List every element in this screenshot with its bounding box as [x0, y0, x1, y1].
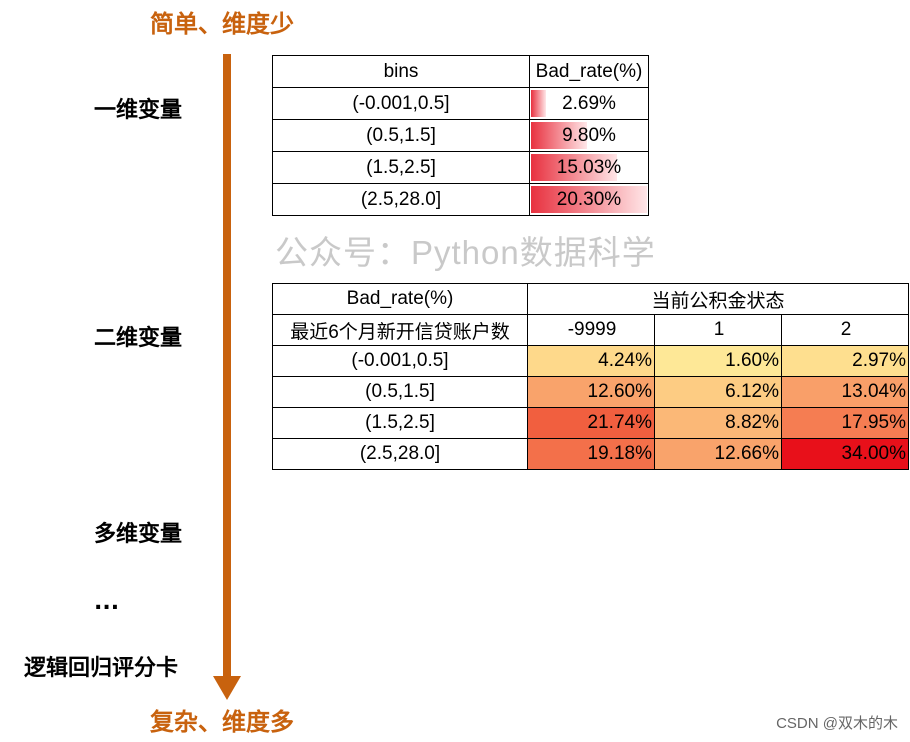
one-dim-table: bins Bad_rate(%) (-0.001,0.5] 2.69% (0.5… — [272, 55, 649, 216]
bin-cell: (1.5,2.5] — [272, 407, 528, 439]
table-row: (-0.001,0.5] 2.69% — [272, 87, 649, 120]
rate-value: 20.30% — [556, 188, 622, 210]
table-header-row: bins Bad_rate(%) — [272, 55, 649, 88]
rate-cell: 9.80% — [529, 119, 649, 152]
table-row: (-0.001,0.5] 4.24% 1.60% 2.97% — [272, 345, 909, 377]
table-header-row: Bad_rate(%) 当前公积金状态 — [272, 283, 909, 315]
rate-value: 15.03% — [556, 156, 622, 178]
rate-cell: 2.69% — [529, 87, 649, 120]
column-header: -9999 — [527, 314, 655, 346]
heat-cell: 13.04% — [781, 376, 909, 408]
data-bar — [531, 154, 617, 181]
source-credit: CSDN @双木的木 — [776, 715, 898, 732]
bin-cell: (-0.001,0.5] — [272, 345, 528, 377]
complexity-arrow-head — [213, 676, 241, 700]
heat-cell: 19.18% — [527, 438, 655, 470]
column-header: 1 — [654, 314, 782, 346]
table-row: (0.5,1.5] 9.80% — [272, 119, 649, 152]
bin-cell: (-0.001,0.5] — [272, 87, 530, 120]
heat-cell: 12.66% — [654, 438, 782, 470]
heat-cell: 2.97% — [781, 345, 909, 377]
rate-value: 9.80% — [562, 124, 616, 146]
table-row: (2.5,28.0] 20.30% — [272, 183, 649, 216]
heat-cell: 4.24% — [527, 345, 655, 377]
level-label-scorecard: 逻辑回归评分卡 — [24, 656, 179, 681]
column-group-header: 当前公积金状态 — [527, 283, 909, 315]
level-label-ellipsis: ... — [94, 590, 120, 615]
heat-cell: 17.95% — [781, 407, 909, 439]
table-row: (1.5,2.5] 21.74% 8.82% 17.95% — [272, 407, 909, 439]
bin-cell: (2.5,28.0] — [272, 438, 528, 470]
rate-cell: 15.03% — [529, 151, 649, 184]
table-subheader-row: 最近6个月新开信贷账户数 -9999 1 2 — [272, 314, 909, 346]
level-label-1d: 一维变量 — [94, 98, 183, 123]
data-bar — [531, 90, 547, 117]
two-dim-table: Bad_rate(%) 当前公积金状态 最近6个月新开信贷账户数 -9999 1… — [272, 283, 909, 470]
arrow-top-label: 简单、维度少 — [150, 10, 294, 38]
data-bar — [531, 122, 587, 149]
watermark: 公众号：Python数据科学 — [275, 234, 656, 271]
level-label-multi: 多维变量 — [94, 522, 183, 547]
level-label-2d: 二维变量 — [94, 326, 183, 351]
table-row: (2.5,28.0] 19.18% 12.66% 34.00% — [272, 438, 909, 470]
bin-cell: (0.5,1.5] — [272, 376, 528, 408]
heat-cell: 12.60% — [527, 376, 655, 408]
rate-value: 2.69% — [562, 92, 616, 114]
heat-cell: 21.74% — [527, 407, 655, 439]
bin-cell: (2.5,28.0] — [272, 183, 530, 216]
header-bins: bins — [272, 55, 530, 88]
complexity-arrow-shaft — [223, 54, 231, 679]
table-row: (1.5,2.5] 15.03% — [272, 151, 649, 184]
column-header: 2 — [781, 314, 909, 346]
heat-cell: 6.12% — [654, 376, 782, 408]
bin-cell: (0.5,1.5] — [272, 119, 530, 152]
corner-bottom: 最近6个月新开信贷账户数 — [272, 314, 528, 346]
bin-cell: (1.5,2.5] — [272, 151, 530, 184]
rate-cell: 20.30% — [529, 183, 649, 216]
heat-cell: 34.00% — [781, 438, 909, 470]
corner-top: Bad_rate(%) — [272, 283, 528, 315]
heat-cell: 8.82% — [654, 407, 782, 439]
arrow-bottom-label: 复杂、维度多 — [150, 708, 294, 736]
heat-cell: 1.60% — [654, 345, 782, 377]
header-bad-rate: Bad_rate(%) — [529, 55, 649, 88]
data-bar — [531, 186, 647, 213]
table-row: (0.5,1.5] 12.60% 6.12% 13.04% — [272, 376, 909, 408]
